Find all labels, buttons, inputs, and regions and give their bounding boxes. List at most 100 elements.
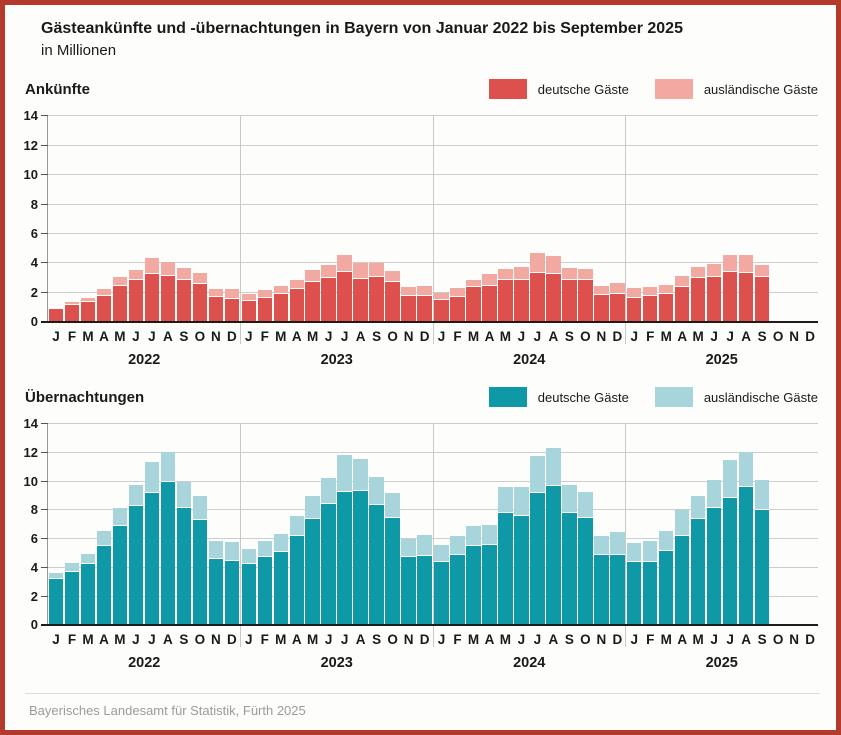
- y-tick-label: 0: [30, 314, 38, 330]
- month-label: S: [372, 632, 382, 648]
- stacked-bar-2024-10: [578, 424, 593, 626]
- segment-foreign: [722, 254, 738, 273]
- bar-slot: [434, 116, 450, 323]
- segment-foreign: [738, 255, 754, 274]
- segment-foreign: [578, 491, 593, 518]
- segment-foreign: [401, 539, 416, 558]
- segment-foreign: [112, 277, 128, 287]
- month-label: J: [437, 329, 446, 345]
- y-tick-label: 4: [30, 559, 38, 575]
- segment-foreign: [594, 536, 609, 555]
- bar-slot: [738, 116, 754, 323]
- month-label: J: [244, 329, 253, 345]
- month-label: M: [275, 632, 287, 648]
- stacked-bar-2023-8: [353, 424, 368, 626]
- month-label: S: [564, 329, 574, 345]
- y-tick-label: 6: [30, 531, 38, 547]
- segment-foreign: [434, 292, 449, 301]
- y-tick-label: 12: [23, 445, 38, 461]
- segment-domestic: [144, 273, 160, 323]
- segment-domestic: [385, 517, 400, 626]
- stacked-bar-2023-10: [385, 116, 400, 323]
- month-label: M: [499, 329, 512, 345]
- month-label: O: [772, 329, 784, 345]
- month-label: A: [291, 329, 302, 345]
- bar-slot: [208, 116, 224, 323]
- month-label: S: [757, 632, 767, 648]
- bar-slot: [690, 116, 706, 323]
- month-label: S: [179, 632, 189, 648]
- segment-domestic: [192, 519, 208, 626]
- stacked-bar-2024-3: [466, 116, 481, 323]
- legend-item-foreign: ausländische Gäste: [654, 387, 818, 408]
- stacked-bar-2022-1: [48, 424, 64, 626]
- segment-foreign: [466, 526, 481, 547]
- month-label: J: [710, 329, 718, 345]
- segment-domestic: [659, 550, 674, 626]
- month-label: A: [163, 632, 173, 648]
- bar-slot: [481, 424, 497, 626]
- segment-domestic: [578, 279, 593, 323]
- page-subtitle: in Millionen: [41, 41, 117, 59]
- bar-slot: [545, 116, 561, 323]
- year-label-2023: 2023: [320, 655, 353, 672]
- segment-domestic: [578, 517, 593, 626]
- y-tick-label: 2: [30, 588, 38, 604]
- bar-slot: [337, 116, 353, 323]
- month-label: S: [757, 329, 767, 345]
- stacked-bar-2023-2: [257, 116, 272, 323]
- bar-slot: [529, 424, 545, 626]
- stacked-bar-2023-8: [353, 116, 368, 323]
- month-label: A: [677, 632, 688, 648]
- month-label: J: [52, 632, 60, 648]
- year-group-2024: [432, 116, 626, 323]
- segment-foreign: [48, 307, 64, 310]
- segment-domestic: [369, 276, 384, 323]
- legend-label-domestic: deutsche Gäste: [537, 389, 629, 405]
- legend-item-domestic: deutsche Gäste: [488, 387, 629, 408]
- y-tick: [41, 174, 48, 176]
- year-label-2025: 2025: [705, 655, 738, 672]
- segment-domestic: [257, 557, 272, 626]
- month-label: M: [114, 632, 126, 648]
- segment-foreign: [289, 516, 304, 537]
- stacked-bar-2022-4: [96, 424, 112, 626]
- segment-foreign: [466, 280, 481, 287]
- month-label: J: [726, 329, 734, 345]
- segment-domestic: [241, 563, 256, 626]
- segment-domestic: [224, 298, 239, 323]
- stacked-bar-2025-6: [706, 424, 722, 626]
- bar-slot: [48, 424, 64, 626]
- month-label: A: [484, 632, 495, 648]
- stacked-bar-2022-11: [208, 116, 224, 323]
- bar-slot: [434, 424, 450, 626]
- stacked-bar-2022-11: [208, 424, 224, 626]
- month-label: O: [387, 329, 398, 345]
- stacked-bar-2024-2: [450, 424, 465, 626]
- segment-domestic: [738, 487, 754, 626]
- month-label: A: [99, 329, 109, 345]
- stacked-bar-2024-10: [578, 116, 593, 323]
- segment-foreign: [257, 289, 272, 299]
- bar-slot: [305, 116, 321, 323]
- segment-domestic: [96, 545, 112, 626]
- legend-label-foreign: ausländische Gäste: [703, 389, 818, 405]
- bar-slot: [658, 116, 674, 323]
- segment-domestic: [112, 286, 128, 323]
- month-label: J: [324, 329, 333, 345]
- stacked-bar-2025-7: [722, 424, 738, 626]
- segment-foreign: [144, 258, 160, 274]
- segment-domestic: [498, 513, 513, 626]
- y-tick: [41, 144, 48, 146]
- bar-slot: [722, 116, 738, 323]
- stacked-bar-2024-11: [594, 424, 609, 626]
- overnight-year-axis: 2022 2023 2024 2025: [48, 647, 818, 671]
- bar-slot: [513, 424, 529, 626]
- segment-foreign: [80, 553, 96, 565]
- month-label: A: [99, 632, 109, 648]
- segment-foreign: [192, 496, 208, 520]
